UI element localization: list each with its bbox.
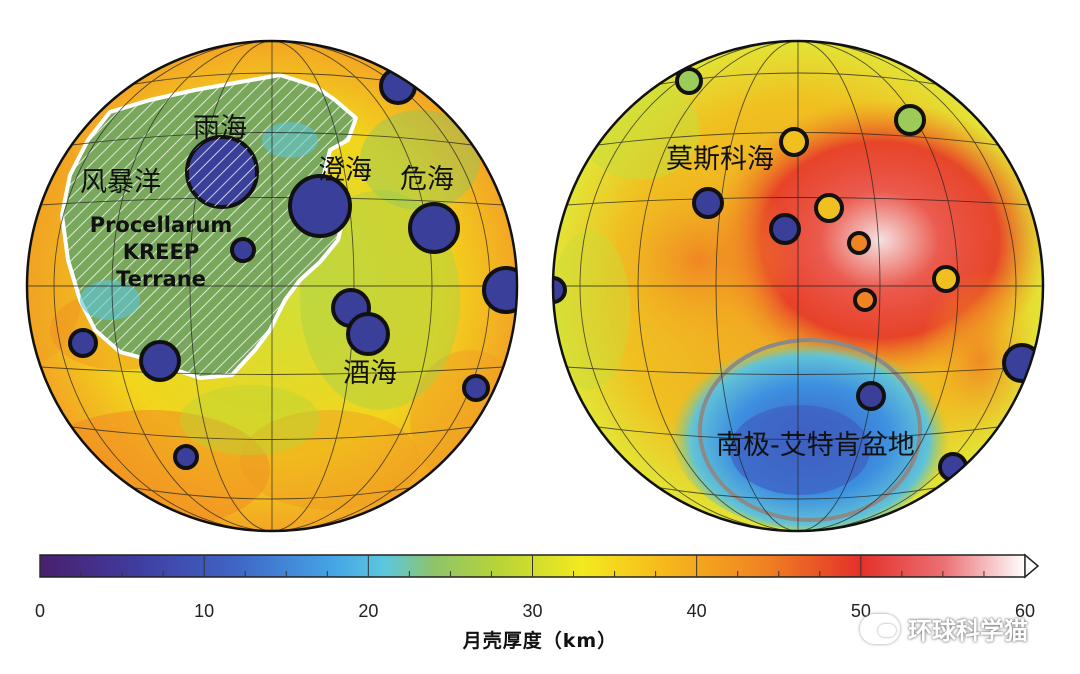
- label-crisium: 危海: [400, 164, 454, 195]
- basin-small-3: [173, 444, 199, 470]
- kreep-line-2: KREEP: [122, 240, 200, 264]
- basin-small-1: [230, 237, 256, 263]
- kreep-line-3: Terrane: [116, 267, 206, 291]
- far-basin-8: [675, 67, 703, 95]
- label-serenitatis: 澄海: [318, 155, 372, 186]
- far-basin-7: [894, 104, 926, 136]
- label-kreep-terrane: Procellarum KREEP Terrane: [61, 212, 261, 293]
- far-basin-9: [856, 381, 886, 411]
- label-moscoviense: 莫斯科海: [666, 144, 774, 175]
- colorbar: [39, 553, 1040, 579]
- colorbar-title: 月壳厚度（km）: [462, 630, 618, 652]
- crisium-basin: [408, 202, 460, 254]
- colorbar-tick-label: 60: [1014, 601, 1036, 621]
- far-basin-6: [932, 265, 960, 293]
- basin-small-5: [379, 67, 417, 105]
- far-side-globe: [553, 41, 1043, 531]
- far-basin-2: [769, 213, 801, 245]
- basin-small-4: [462, 374, 490, 402]
- far-basin-5: [853, 288, 877, 312]
- colorbar-tick-label: 30: [522, 601, 543, 621]
- label-spa-basin: 南极-艾特肯盆地: [716, 430, 915, 461]
- moscoviense-basin: [779, 127, 809, 157]
- colorbar-tick-label: 40: [686, 601, 707, 621]
- wechat-icon: [860, 613, 900, 644]
- watermark-text: 环球科学猫: [908, 617, 1028, 645]
- humorum-basin: [139, 340, 181, 382]
- label-nectaris: 酒海: [343, 358, 397, 389]
- far-basin-3: [814, 193, 844, 223]
- basin-small-6: [482, 266, 517, 314]
- watermark: 环球科学猫: [860, 611, 1028, 646]
- far-basin-4: [847, 231, 871, 255]
- serenitatis-basin: [288, 174, 352, 238]
- colorbar-tick-label: 20: [358, 601, 379, 621]
- nectaris-basin-b: [346, 312, 390, 356]
- far-basin-12: [553, 276, 567, 304]
- colorbar-tick-label: 0: [34, 601, 46, 621]
- label-procellarum: 风暴洋: [80, 167, 161, 198]
- south-pole-aitken-ring: [698, 338, 922, 522]
- label-imbrium: 雨海: [193, 113, 247, 144]
- near-side-globe: [27, 41, 517, 531]
- kreep-line-1: Procellarum: [89, 213, 233, 237]
- basin-small-2: [68, 328, 98, 358]
- far-basin-1: [692, 187, 724, 219]
- colorbar-tick-label: 10: [194, 601, 215, 621]
